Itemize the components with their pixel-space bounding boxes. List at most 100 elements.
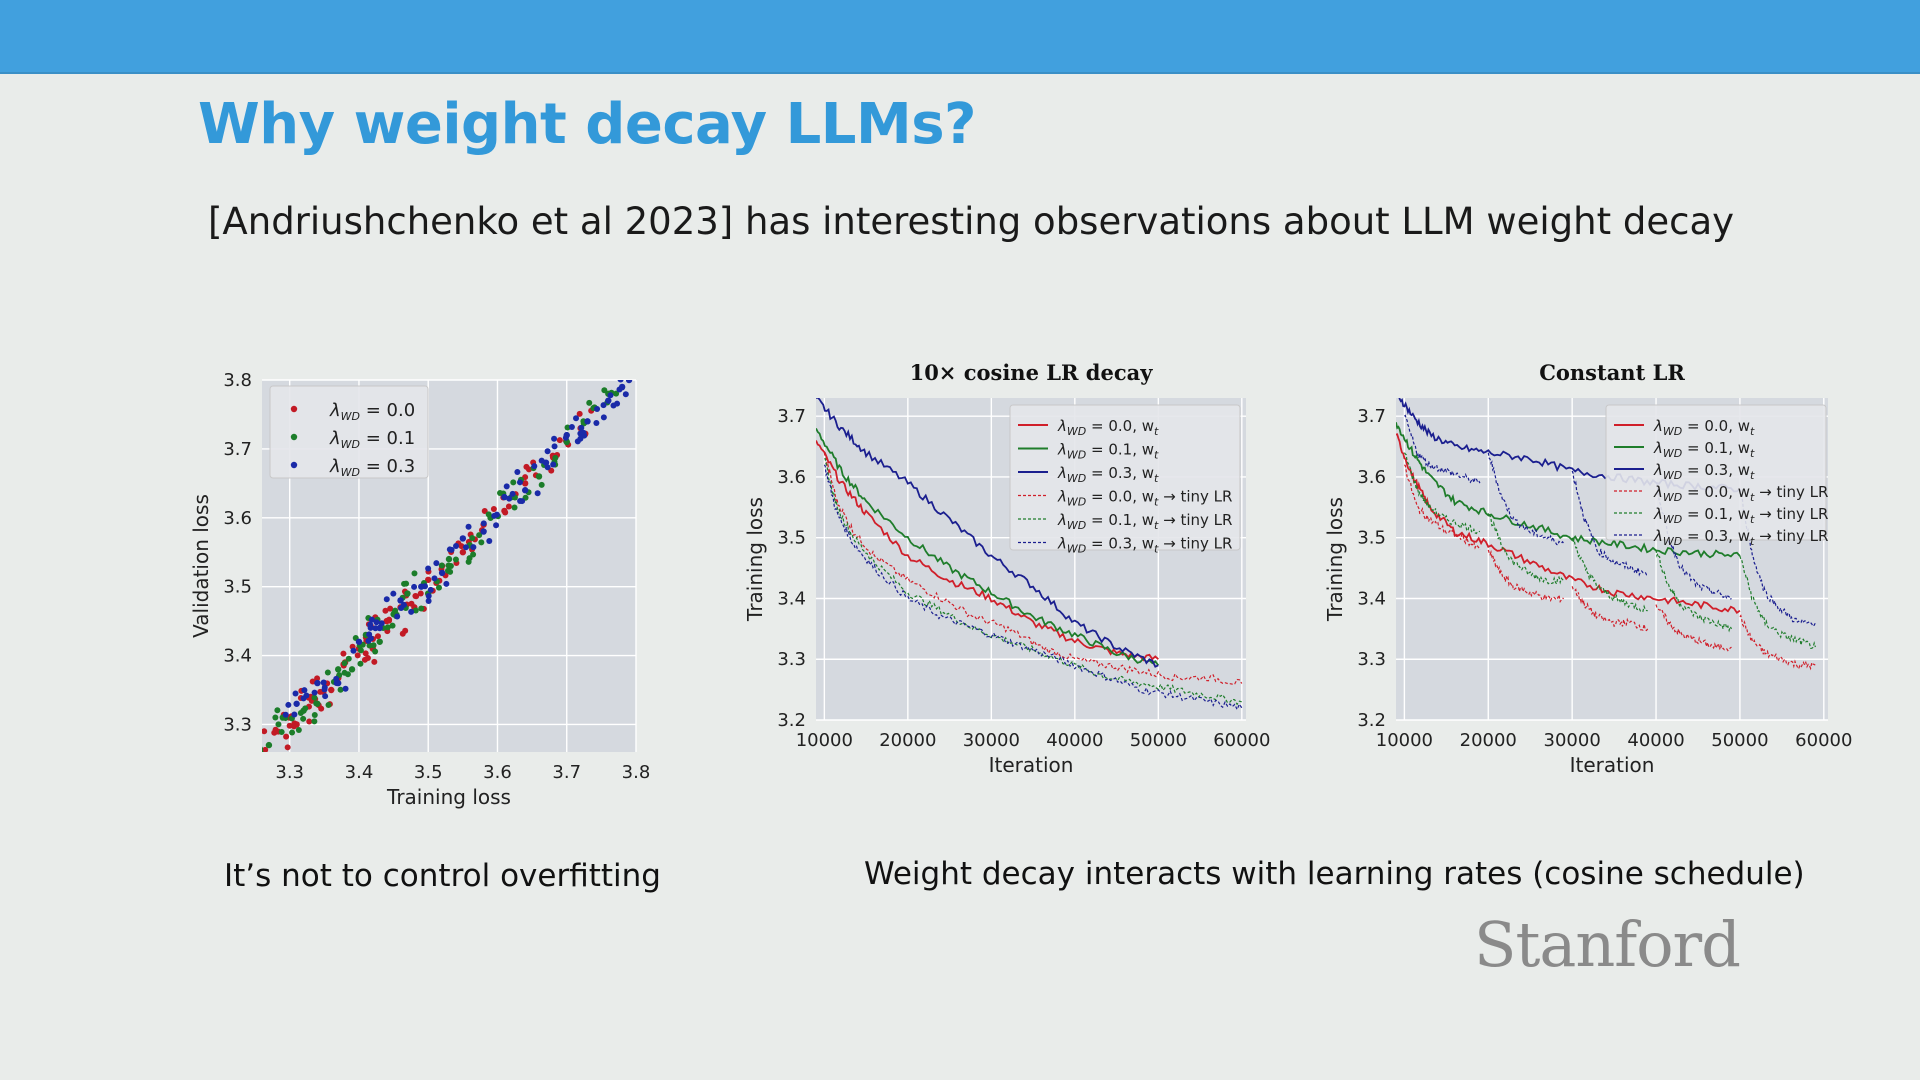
scatter-point bbox=[322, 693, 329, 700]
scatter-point bbox=[348, 666, 356, 673]
scatter-point bbox=[629, 360, 635, 366]
constant-ylabel: Training loss bbox=[1323, 497, 1347, 622]
scatter-point bbox=[593, 419, 600, 426]
scatter-point bbox=[480, 520, 487, 527]
scatter-ytick: 3.4 bbox=[223, 646, 252, 667]
cosine-xtick: 30000 bbox=[963, 730, 1020, 751]
scatter-point bbox=[551, 443, 558, 450]
scatter-point bbox=[342, 685, 349, 692]
scatter-point bbox=[438, 562, 445, 569]
scatter-legend-marker bbox=[290, 433, 298, 441]
scatter-point bbox=[465, 558, 472, 565]
scatter-point bbox=[284, 744, 291, 751]
scatter-point bbox=[514, 469, 521, 476]
constant-series-line bbox=[1739, 488, 1816, 628]
scatter-point bbox=[383, 596, 390, 603]
constant-series-line bbox=[1655, 604, 1732, 652]
scatter-point bbox=[262, 746, 264, 752]
scatter-point bbox=[493, 522, 500, 529]
scatter-point bbox=[485, 511, 492, 518]
scatter-ytick: 3.6 bbox=[223, 508, 252, 529]
constant-legend-label: λWD = 0.0, wt bbox=[1653, 417, 1755, 438]
scatter-point bbox=[404, 590, 411, 597]
scatter-point bbox=[337, 686, 344, 693]
scatter-point bbox=[538, 457, 545, 464]
scatter-point bbox=[574, 438, 581, 445]
scatter-point bbox=[544, 448, 551, 455]
scatter-point bbox=[372, 648, 379, 655]
scatter-point bbox=[556, 437, 563, 444]
cosine-xtick: 20000 bbox=[879, 730, 936, 751]
constant-xtick: 20000 bbox=[1460, 730, 1517, 751]
scatter-point bbox=[564, 424, 571, 431]
scatter-point bbox=[509, 490, 516, 497]
scatter-point bbox=[382, 607, 389, 614]
cosine-ytick: 3.4 bbox=[777, 588, 806, 609]
scatter-legend-marker bbox=[290, 405, 298, 413]
scatter-point bbox=[568, 424, 575, 431]
cosine-legend-label: λWD = 0.3, wt → tiny LR bbox=[1057, 535, 1232, 556]
scatter-point bbox=[399, 630, 406, 637]
scatter-chart: 3.3 3.4 3.5 3.6 3.7 3.8 3.3 3.4 3.5 3.6 3.7 3.8 Trai… bbox=[189, 360, 651, 809]
constant-series-line bbox=[1487, 513, 1565, 586]
scatter-point bbox=[300, 715, 307, 722]
scatter-point bbox=[444, 567, 451, 574]
scatter-point bbox=[362, 650, 369, 657]
cosine-legend-label: λWD = 0.3, wt bbox=[1057, 464, 1159, 485]
cosine-series-line bbox=[823, 452, 1243, 685]
scatter-point bbox=[425, 593, 432, 600]
cosine-xtick: 40000 bbox=[1046, 730, 1103, 751]
scatter-point bbox=[418, 605, 425, 612]
scatter-point bbox=[372, 625, 379, 632]
constant-series-line bbox=[1403, 452, 1481, 535]
scatter-point bbox=[291, 722, 298, 729]
scatter-point bbox=[544, 464, 551, 471]
scatter-point bbox=[435, 584, 442, 591]
scatter-point bbox=[357, 647, 364, 654]
scatter-point bbox=[481, 507, 488, 514]
scatter-point bbox=[580, 429, 587, 436]
constant-legend-label: λWD = 0.0, wt → tiny LR bbox=[1653, 483, 1828, 504]
scatter-point bbox=[459, 549, 467, 556]
slide-subtitle: [Andriushchenko et al 2023] has interest… bbox=[208, 200, 1735, 243]
scatter-xtick: 3.7 bbox=[552, 762, 581, 783]
scatter-xtick: 3.5 bbox=[414, 762, 443, 783]
constant-xtick: 10000 bbox=[1376, 730, 1433, 751]
scatter-point bbox=[293, 700, 300, 707]
scatter-legend: λWD = 0.0 λWD = 0.1 λWD = 0.3 bbox=[269, 385, 429, 479]
constant-legend-label: λWD = 0.1, wt → tiny LR bbox=[1653, 505, 1828, 526]
cosine-xtick: 60000 bbox=[1213, 730, 1270, 751]
scatter-point bbox=[586, 399, 593, 406]
scatter-point bbox=[320, 679, 327, 686]
cosine-legend-label: λWD = 0.1, wt bbox=[1057, 441, 1159, 462]
scatter-point bbox=[272, 714, 279, 721]
scatter-point bbox=[378, 620, 385, 627]
scatter-point bbox=[387, 605, 394, 612]
scatter-point bbox=[275, 721, 282, 728]
scatter-point bbox=[605, 397, 612, 404]
caption-left: It’s not to control overfitting bbox=[224, 858, 661, 894]
constant-series-line bbox=[1739, 614, 1816, 671]
scatter-point bbox=[510, 479, 517, 486]
constant-xtick: 50000 bbox=[1711, 730, 1768, 751]
scatter-point bbox=[333, 675, 340, 682]
scatter-point bbox=[321, 684, 328, 691]
scatter-point bbox=[265, 741, 273, 749]
scatter-xtick: 3.8 bbox=[622, 762, 651, 783]
scatter-point bbox=[292, 690, 299, 697]
cosine-xlabel: Iteration bbox=[989, 753, 1074, 777]
cosine-legend-box bbox=[1009, 404, 1241, 551]
scatter-point bbox=[390, 590, 397, 597]
scatter-point bbox=[511, 504, 518, 511]
scatter-point bbox=[632, 360, 638, 366]
scatter-point bbox=[373, 619, 380, 626]
constant-series-line bbox=[1396, 422, 1741, 559]
scatter-point bbox=[283, 733, 290, 740]
scatter-point bbox=[506, 495, 513, 502]
scatter-point bbox=[355, 638, 363, 645]
scatter-point bbox=[619, 384, 626, 391]
scatter-xtick: 3.3 bbox=[275, 762, 304, 783]
scatter-point bbox=[302, 705, 309, 712]
scatter-point bbox=[502, 509, 509, 516]
constant-xlabel: Iteration bbox=[1570, 753, 1655, 777]
